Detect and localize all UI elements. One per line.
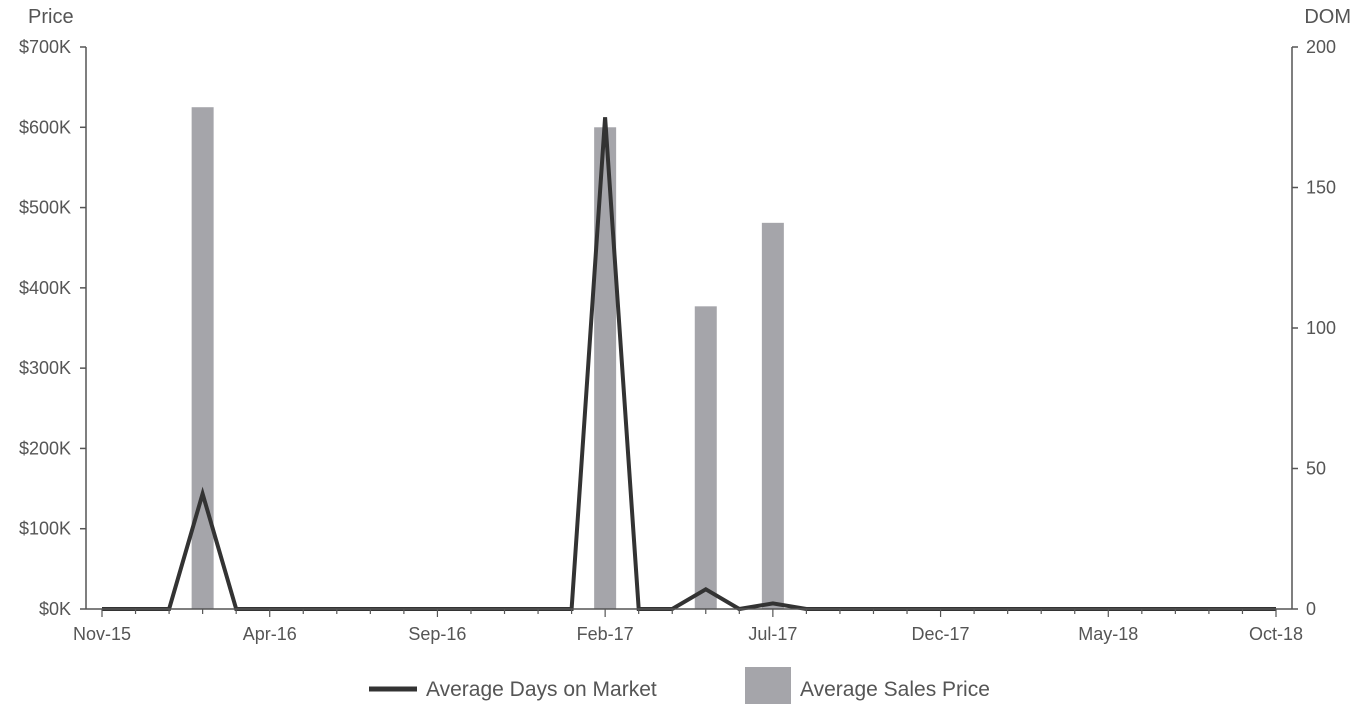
left-axis-tick-label: $0K xyxy=(39,599,71,619)
axes: Price DOM $0K $100K $200K $300K $400K $500K $6… xyxy=(19,6,1351,644)
left-axis-tick-label: $100K xyxy=(19,519,71,539)
price-bars xyxy=(191,107,784,610)
left-axis-title: Price xyxy=(28,6,74,28)
price-bar xyxy=(694,306,717,609)
price-bar xyxy=(594,127,617,610)
right-axis-tick-label: 50 xyxy=(1306,459,1326,479)
left-axis-tick-label: $400K xyxy=(19,278,71,298)
right-axis-title: DOM xyxy=(1304,6,1351,28)
left-axis-tick-label: $200K xyxy=(19,438,71,458)
x-axis-tick-label: Oct-18 xyxy=(1249,624,1303,644)
legend-label-price: Average Sales Price xyxy=(800,678,990,701)
x-axis-tick-label: Dec-17 xyxy=(912,624,970,644)
legend-bar-swatch xyxy=(745,667,791,704)
legend-label-dom: Average Days on Market xyxy=(426,678,657,701)
x-axis-tick-label: Jul-17 xyxy=(748,624,797,644)
right-axis-tick-label: 0 xyxy=(1306,599,1316,619)
right-axis-tick-label: 100 xyxy=(1306,318,1336,338)
dom-line xyxy=(102,117,1276,612)
dom-line-layer xyxy=(102,117,1276,612)
x-axis-tick-label: Apr-16 xyxy=(243,624,297,644)
right-axis-tick-label: 150 xyxy=(1306,178,1336,198)
x-axis-tick-label: Sep-16 xyxy=(408,624,466,644)
left-axis-tick-label: $300K xyxy=(19,358,71,378)
x-axis-tick-label: Feb-17 xyxy=(577,624,634,644)
legend: Average Days on Market Average Sales Pric… xyxy=(369,667,990,704)
x-axis-tick-label: Nov-15 xyxy=(73,624,131,644)
left-axis-tick-label: $500K xyxy=(19,198,71,218)
price-bar xyxy=(191,107,214,609)
price-bar xyxy=(761,222,784,609)
x-axis-tick-label: May-18 xyxy=(1078,624,1138,644)
left-axis-tick-label: $700K xyxy=(19,37,71,57)
left-axis-tick-label: $600K xyxy=(19,117,71,137)
right-axis-tick-label: 200 xyxy=(1306,37,1336,57)
